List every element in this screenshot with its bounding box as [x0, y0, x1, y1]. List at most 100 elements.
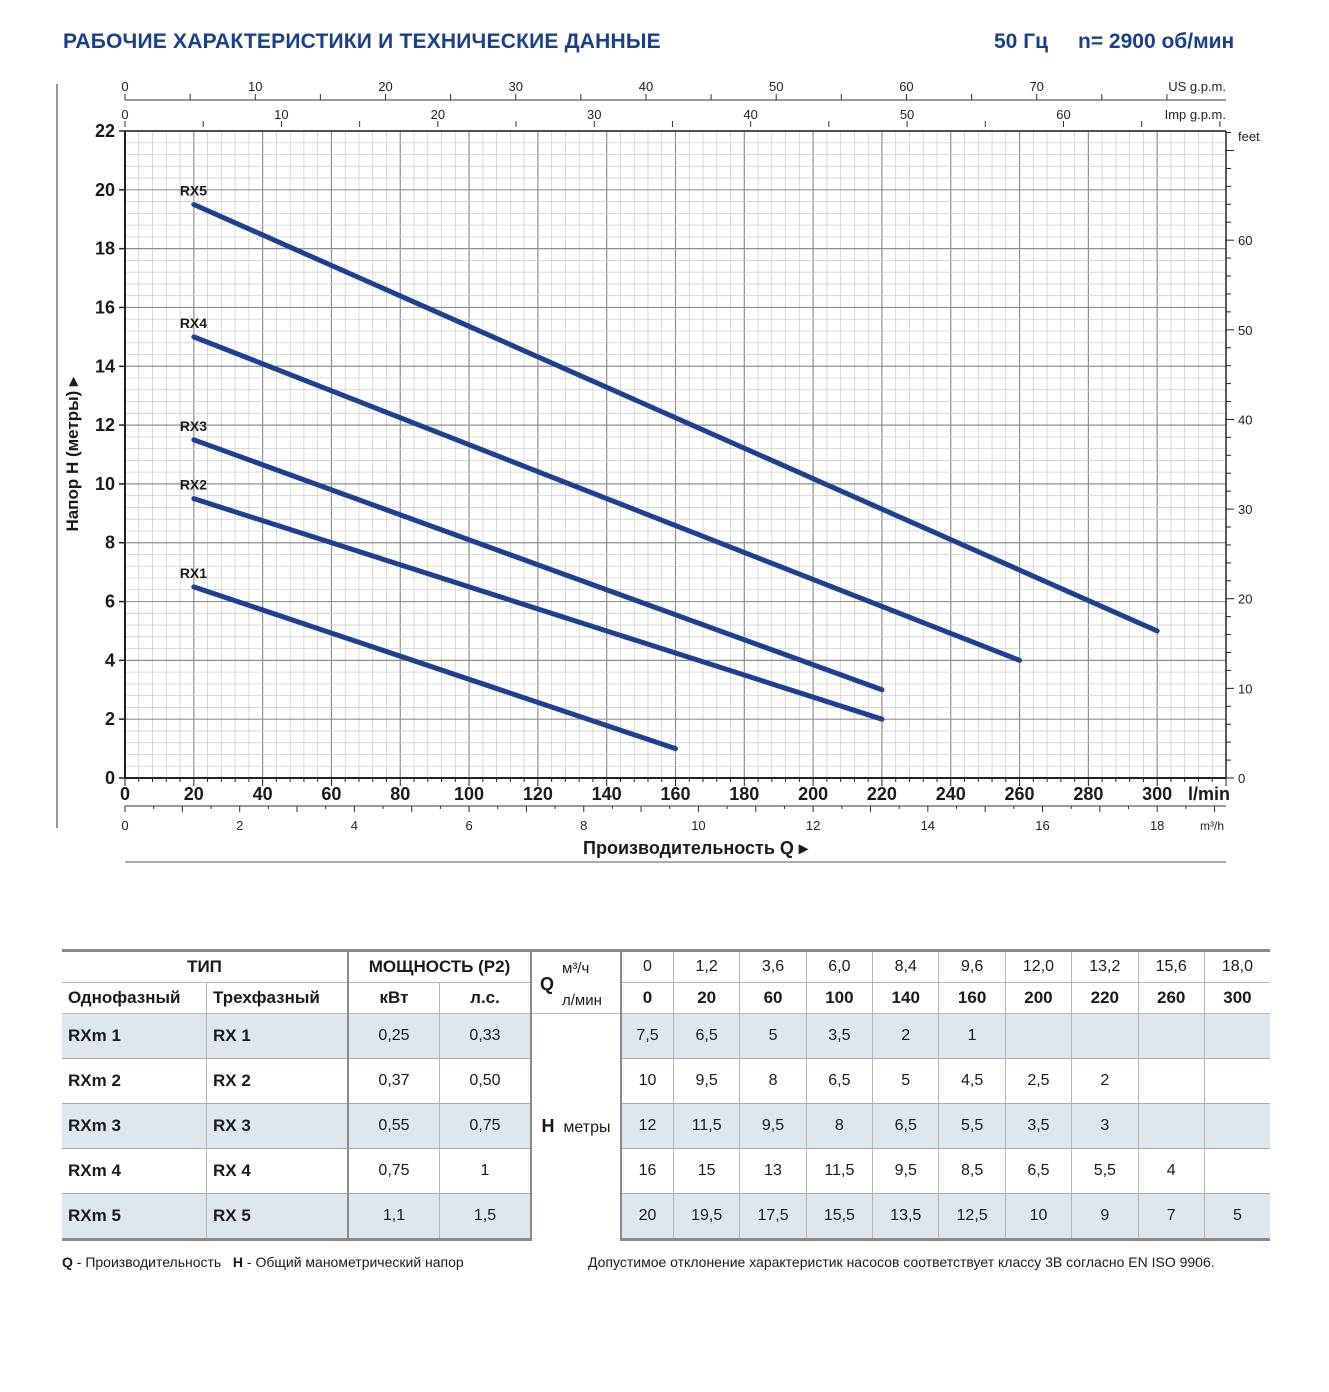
y-tick-label: 20: [95, 180, 115, 200]
head-value: 9,5: [739, 1103, 807, 1149]
kw-header: кВт: [347, 982, 440, 1014]
us-gpm-tick-label: 10: [248, 79, 262, 94]
three-phase-model: RX 4: [206, 1148, 348, 1194]
series-label-rx1: RX1: [180, 565, 207, 581]
lmin-tick-label: 180: [729, 784, 759, 804]
power-hp: 0,33: [439, 1013, 531, 1059]
speed-label: n= 2900 об/мин: [1078, 30, 1235, 53]
feet-tick-label: 20: [1238, 592, 1252, 607]
single-phase-model: RXm 5: [62, 1193, 207, 1241]
table-row: RXm 1 RX 1 0,25 0,33 H метры 7,5 6,5 5 3,5 2 1: [62, 1013, 1270, 1240]
spec-table-body: RXm 1 RX 1 0,25 0,33 H метры 7,5 6,5 5 3,5 2 1 RXm …: [62, 1013, 1270, 1241]
head-value: 11,5: [805, 1148, 873, 1194]
m3h-tick-label: 18: [1150, 818, 1164, 833]
head-value: 12,5: [938, 1193, 1006, 1241]
lmin-tick-label: 80: [390, 784, 410, 804]
q-lmin-cell: 200: [1004, 982, 1072, 1014]
q-lmin-cell: 60: [739, 982, 807, 1014]
head-value: 5,5: [1071, 1148, 1138, 1194]
head-value: [1137, 1058, 1205, 1104]
head-value: 5,5: [938, 1103, 1006, 1149]
lmin-tick-label: 280: [1073, 784, 1103, 804]
m3h-tick-label: 14: [921, 818, 935, 833]
imp-gpm-tick-label: 30: [587, 107, 601, 122]
head-value: 8: [739, 1058, 807, 1104]
q-m3h-cell: 12,0: [1004, 949, 1072, 983]
head-value: 2: [1071, 1058, 1138, 1104]
series-label-rx3: RX3: [180, 418, 207, 434]
q-m3h-cell: 18,0: [1203, 949, 1270, 983]
footer-tolerance: Допустимое отклонение характеристик насо…: [588, 1254, 1215, 1270]
head-value: 13,5: [872, 1193, 939, 1241]
head-value: 7,5: [619, 1013, 674, 1059]
imp-gpm-tick-label: 0: [121, 107, 128, 122]
single-phase-model: RXm 2: [62, 1058, 207, 1104]
head-value: 6,5: [672, 1013, 740, 1059]
series-line-rx3: [191, 437, 885, 693]
q-m3h-cell: 15,6: [1137, 949, 1205, 983]
chart-series: [191, 202, 1160, 752]
series-line-rx1: [191, 584, 678, 752]
y-axis-label: Напор H (метры) ▸: [63, 376, 82, 532]
h-label: H: [541, 1116, 555, 1137]
single-phase-model: RXm 1: [62, 1013, 207, 1059]
head-value: [1137, 1013, 1205, 1059]
head-value: 15: [672, 1148, 740, 1194]
lmin-tick-label: 260: [1005, 784, 1035, 804]
power-header: МОЩНОСТЬ (P2): [347, 949, 531, 983]
head-value: 2,5: [1004, 1058, 1072, 1104]
y-tick-label: 10: [95, 474, 115, 494]
head-value: [1137, 1103, 1205, 1149]
lmin-tick-label: 240: [936, 784, 966, 804]
us-gpm-tick-label: 50: [769, 79, 783, 94]
single-phase-model: RXm 4: [62, 1148, 207, 1194]
feet-tick-label: 10: [1238, 681, 1252, 696]
head-value: 8: [805, 1103, 873, 1149]
power-kw: 0,37: [347, 1058, 440, 1104]
lmin-tick-label: 220: [867, 784, 897, 804]
head-value: [1071, 1013, 1138, 1059]
head-value: 3: [1071, 1103, 1138, 1149]
three-phase-model: RX 3: [206, 1103, 348, 1149]
imp-gpm-tick-label: 50: [900, 107, 914, 122]
h-unit: метры: [563, 1119, 611, 1137]
head-value: 6,5: [872, 1103, 939, 1149]
frequency-label: 50 Гц: [994, 30, 1049, 53]
lmin-tick-label: 300: [1142, 784, 1172, 804]
chart-frame: [56, 84, 1234, 863]
lmin-unit: l/min: [1188, 784, 1230, 804]
head-value: [1203, 1148, 1270, 1194]
head-value: 3,5: [805, 1013, 873, 1059]
series-line-rx5: [191, 202, 1160, 634]
feet-tick-label: 40: [1238, 412, 1252, 427]
three-phase-model: RX 5: [206, 1193, 348, 1241]
footer-q-desc: - Производительность: [72, 1254, 222, 1270]
series-label-rx4: RX4: [180, 315, 207, 331]
head-value: 8,5: [938, 1148, 1006, 1194]
y-tick-label: 0: [105, 768, 115, 788]
head-value: 10: [1004, 1193, 1072, 1241]
imp-gpm-tick-label: 40: [743, 107, 757, 122]
head-value: 2: [872, 1013, 939, 1059]
lmin-tick-label: 120: [523, 784, 553, 804]
head-value: 20: [619, 1193, 674, 1241]
series-line-rx2: [191, 496, 885, 722]
head-value: [1203, 1058, 1270, 1104]
footer-q-abbr: Q: [62, 1254, 73, 1270]
head-value: 3,5: [1004, 1103, 1072, 1149]
us-gpm-tick-label: 70: [1029, 79, 1043, 94]
head-value: 1: [938, 1013, 1006, 1059]
head-value: 4,5: [938, 1058, 1006, 1104]
three-phase-model: RX 1: [206, 1013, 348, 1059]
y-tick-label: 4: [105, 650, 115, 670]
lmin-tick-label: 160: [660, 784, 690, 804]
m3h-unit: m³/h: [1200, 819, 1224, 833]
footer-h-abbr: H: [232, 1254, 244, 1270]
head-value: 17,5: [739, 1193, 807, 1241]
head-value: 13: [739, 1148, 807, 1194]
y-tick-label: 16: [95, 297, 115, 317]
page-title: РАБОЧИЕ ХАРАКТЕРИСТИКИ И ТЕХНИЧЕСКИЕ ДАН…: [63, 30, 661, 53]
lmin-tick-label: 40: [253, 784, 273, 804]
head-value: 11,5: [672, 1103, 740, 1149]
spec-table: ТИП МОЩНОСТЬ (P2) Q м³/ч л/мин 0 1,2 3,6…: [62, 949, 1270, 1241]
